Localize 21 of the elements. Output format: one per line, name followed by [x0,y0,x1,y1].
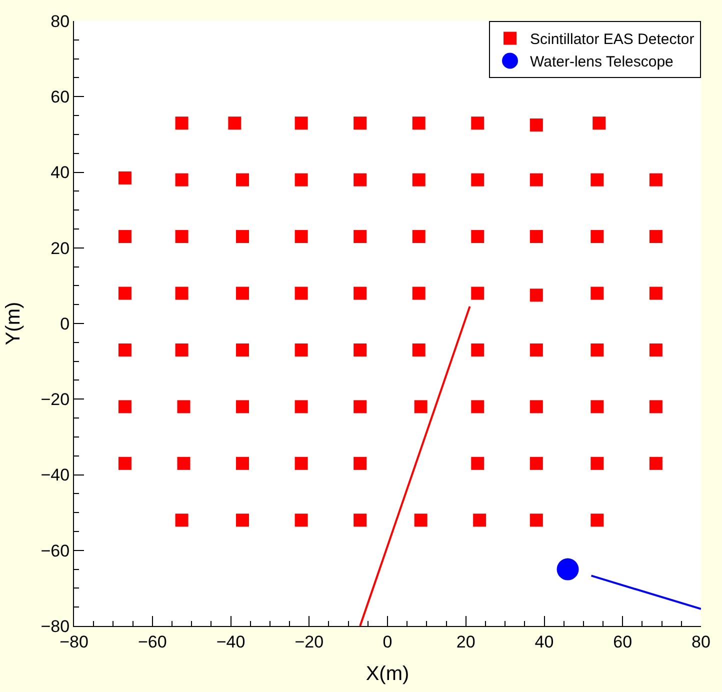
x-tick-label: 80 [692,632,710,652]
x-tick-label: −20 [294,632,324,652]
y-tick-label: −80 [40,616,70,636]
x-axis-title: X(m) [366,662,410,685]
y-axis-title: Y(m) [2,302,24,346]
x-tick-label: −40 [216,632,246,652]
y-tick-label: 60 [50,88,70,107]
x-tick-label: 40 [534,632,554,652]
y-tick-label: −60 [40,541,70,560]
y-tick-label: 0 [60,314,70,334]
y-tick-label: 40 [50,163,70,182]
x-tick-label: 0 [382,632,392,652]
x-tick-label: −60 [138,632,167,652]
legend-label: Scintillator EAS Detector [530,31,694,48]
y-tick-label: 20 [50,238,70,258]
x-tick-label: 60 [613,632,632,652]
y-tick-label: −40 [40,466,70,485]
y-tick-label: −20 [40,390,70,410]
legend-label: Water-lens Telescope [530,54,674,71]
y-tick-label: 80 [50,12,70,31]
x-tick-label: 20 [456,632,476,652]
